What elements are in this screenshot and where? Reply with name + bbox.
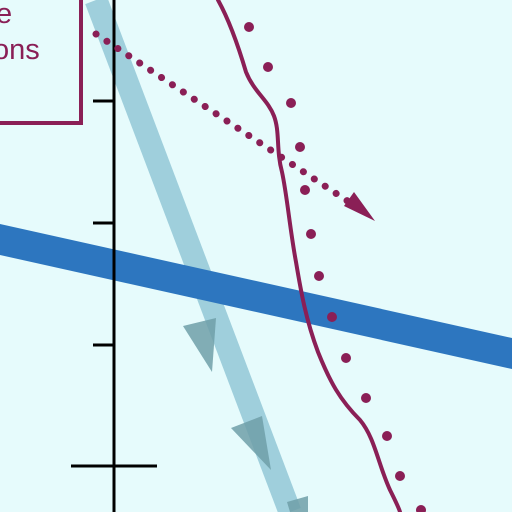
dotted-curve-dot bbox=[244, 22, 254, 32]
light-blue-arrowhead-2 bbox=[231, 416, 271, 470]
legend-text-line-2: ons bbox=[0, 34, 40, 66]
legend-text-line-1: e bbox=[0, 0, 12, 30]
dotted-curve-dot bbox=[382, 431, 392, 441]
dotted-curve-dot bbox=[306, 229, 316, 239]
dotted-curve-dot bbox=[314, 271, 324, 281]
dotted-curve-dot bbox=[286, 98, 296, 108]
maroon-solid-curve bbox=[216, 0, 402, 512]
vertical-axis bbox=[71, 0, 157, 512]
light-blue-arrowhead-3 bbox=[287, 496, 308, 512]
blue-band bbox=[0, 224, 512, 369]
dotted-curve-dot bbox=[300, 185, 310, 195]
light-blue-arrowhead-1 bbox=[183, 318, 216, 372]
legend-box: e ons bbox=[0, 0, 83, 125]
light-blue-flow-arrow bbox=[85, 0, 308, 512]
dotted-arrow-shaft bbox=[92, 30, 362, 212]
dotted-curve-dot bbox=[263, 62, 273, 72]
dotted-curve-dot bbox=[295, 142, 305, 152]
dotted-curve-dot bbox=[341, 353, 351, 363]
dotted-curve-dot bbox=[327, 312, 337, 322]
dotted-curve-dot bbox=[361, 393, 371, 403]
dotted-curve-dot bbox=[395, 471, 405, 481]
dotted-curve-dot bbox=[416, 505, 426, 512]
legend-frame bbox=[0, 0, 83, 125]
maroon-dotted-arrow bbox=[92, 30, 375, 221]
dotted-arrow-head bbox=[344, 192, 375, 221]
maroon-dotted-curve bbox=[244, 22, 426, 512]
